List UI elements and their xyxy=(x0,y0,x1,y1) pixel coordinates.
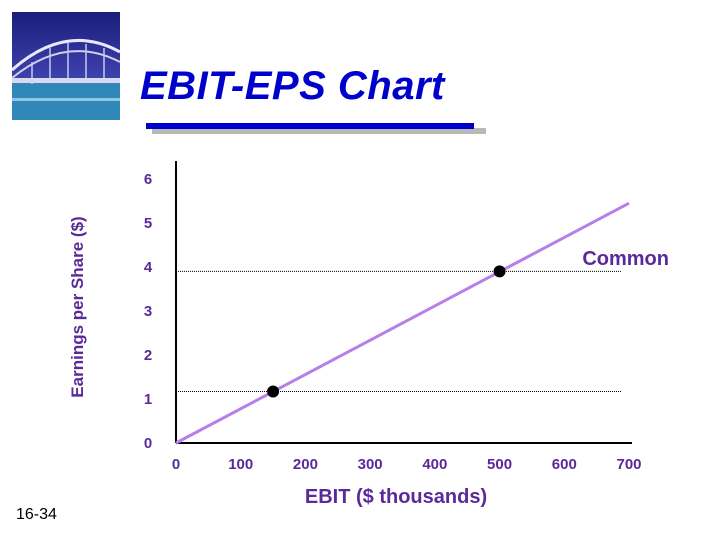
data-point-2 xyxy=(493,265,506,278)
page-title: EBIT-EPS Chart xyxy=(140,64,445,108)
x-tick-label: 500 xyxy=(487,456,512,473)
x-tick-label: 100 xyxy=(228,456,253,473)
x-tick-label: 600 xyxy=(552,456,577,473)
series-line-1 xyxy=(175,201,630,445)
x-axis-label: EBIT ($ thousands) xyxy=(304,486,488,508)
data-point-1 xyxy=(267,385,280,398)
y-axis-label: Earnings per Share ($) xyxy=(68,216,87,398)
y-tick-label: 1 xyxy=(144,391,152,408)
y-tick-label: 2 xyxy=(144,347,152,364)
title-underline xyxy=(146,123,474,129)
series-label-common: Common xyxy=(582,248,669,270)
y-tick-label: 4 xyxy=(144,259,153,276)
x-tick-label: 700 xyxy=(616,456,641,473)
slide-number: 16-34 xyxy=(16,506,57,523)
y-tick-label: 3 xyxy=(144,303,152,320)
x-tick-label: 200 xyxy=(293,456,318,473)
bridge-photo-icon xyxy=(11,12,121,120)
y-tick-label: 6 xyxy=(144,171,152,188)
x-tick-label: 0 xyxy=(172,456,180,473)
y-tick-label: 0 xyxy=(144,435,152,452)
x-tick-label: 400 xyxy=(422,456,447,473)
title-underline-shadow xyxy=(152,128,486,134)
x-tick-label: 300 xyxy=(358,456,383,473)
y-tick-label: 5 xyxy=(144,215,152,232)
